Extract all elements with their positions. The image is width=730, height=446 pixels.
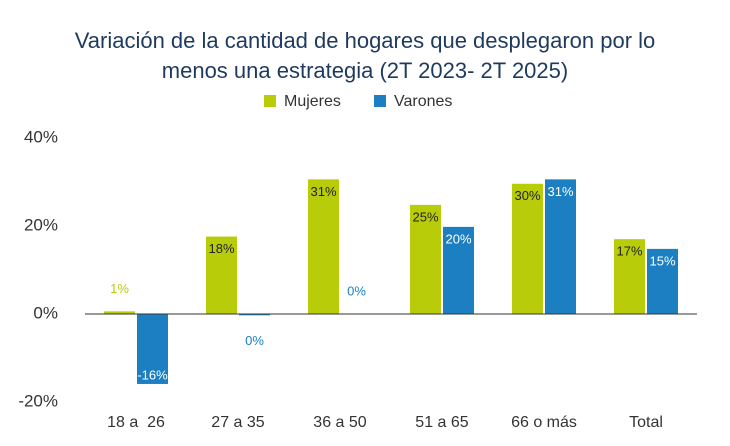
- value-label: 31%: [310, 184, 336, 199]
- x-tick-label: 18 a 26: [107, 414, 165, 431]
- legend-swatch: [264, 95, 276, 107]
- value-label: 0%: [347, 283, 366, 298]
- chart-title: menos una estrategia (2T 2023- 2T 2025): [162, 58, 568, 83]
- value-label: 25%: [412, 209, 438, 224]
- value-label: 15%: [649, 253, 675, 268]
- legend-label: Varones: [394, 93, 452, 110]
- value-label: -16%: [137, 367, 168, 382]
- value-label: 0%: [245, 333, 264, 348]
- value-label: 31%: [547, 184, 573, 199]
- y-tick-label: -20%: [18, 391, 58, 410]
- value-label: 20%: [445, 231, 471, 246]
- bar: [512, 183, 543, 314]
- bar: [443, 226, 474, 314]
- x-tick-label: 27 a 35: [211, 414, 264, 431]
- chart-title: Variación de la cantidad de hogares que …: [75, 28, 656, 53]
- y-tick-label: 0%: [33, 303, 58, 322]
- value-label: 18%: [208, 241, 234, 256]
- value-label: 1%: [110, 281, 129, 296]
- x-tick-label: 66 o más: [511, 414, 577, 431]
- bar: [614, 239, 645, 314]
- bar: [104, 311, 135, 314]
- x-tick-label: Total: [629, 414, 663, 431]
- y-tick-label: 40%: [24, 127, 58, 146]
- y-tick-label: 20%: [24, 215, 58, 234]
- legend-swatch: [374, 95, 386, 107]
- bar: [647, 248, 678, 314]
- value-label: 30%: [514, 188, 540, 203]
- value-label: 17%: [616, 244, 642, 259]
- bar: [206, 236, 237, 314]
- bar: [545, 179, 576, 314]
- bar: [410, 204, 441, 314]
- bar: [137, 314, 168, 384]
- x-tick-label: 36 a 50: [313, 414, 366, 431]
- bar: [308, 179, 339, 314]
- x-tick-label: 51 a 65: [415, 414, 468, 431]
- bar: [239, 314, 270, 316]
- legend-label: Mujeres: [284, 93, 341, 110]
